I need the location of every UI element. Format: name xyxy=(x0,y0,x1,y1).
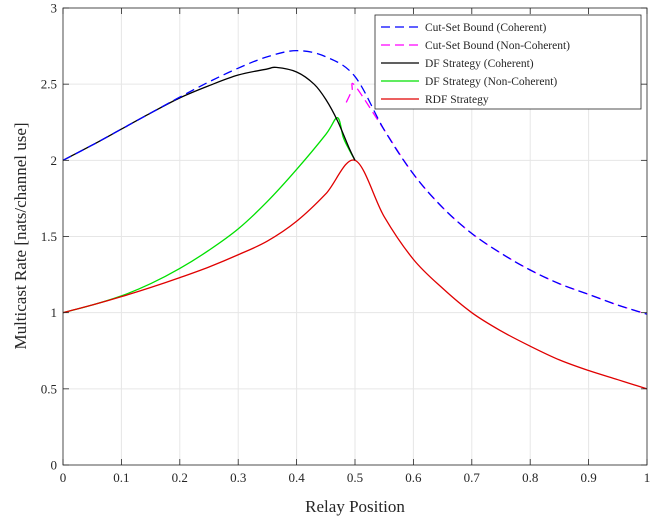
series-line-rdf-strategy xyxy=(62,159,648,390)
y-tick-label: 0 xyxy=(51,458,58,473)
x-tick-labels: 0 0.1 0.2 0.3 0.4 0.5 0.6 0.7 0.8 0.9 1 xyxy=(60,470,651,485)
x-tick-label: 0.8 xyxy=(522,470,538,485)
legend-box xyxy=(374,14,642,110)
x-tick-label: 0 xyxy=(60,470,67,485)
legend-items: Cut-Set Bound (Coherent) Cut-Set Bound (N… xyxy=(381,22,570,106)
legend-label-rdf-strategy: RDF Strategy xyxy=(425,94,489,106)
y-tick-label: 2 xyxy=(51,153,58,168)
x-tick-label: 0.9 xyxy=(580,470,596,485)
y-tick-label: 1 xyxy=(51,305,58,320)
x-tick-label: 0.1 xyxy=(113,470,129,485)
legend-label-df-strategy-coherent: DF Strategy (Coherent) xyxy=(425,58,534,70)
x-tick-label: 0.3 xyxy=(230,470,246,485)
legend-label-cut-set-bound-coherent: Cut-Set Bound (Coherent) xyxy=(425,22,547,34)
series-line-cut-set-bound-coherent xyxy=(62,50,648,315)
axis-ticks xyxy=(62,7,648,466)
y-tick-label: 0.5 xyxy=(41,381,57,396)
y-tick-label: 3 xyxy=(51,1,58,16)
series-lines xyxy=(62,50,648,390)
legend-label-df-strategy-non-coherent: DF Strategy (Non-Coherent) xyxy=(425,76,557,88)
x-tick-label: 0.6 xyxy=(405,470,422,485)
x-tick-label: 0.2 xyxy=(172,470,188,485)
y-tick-labels: 0 0.5 1 1.5 2 2.5 3 xyxy=(41,1,57,473)
x-tick-label: 0.4 xyxy=(288,470,305,485)
x-tick-label: 1 xyxy=(644,470,651,485)
series-line-df-strategy-non-coherent xyxy=(62,117,356,314)
x-tick-label: 0.5 xyxy=(347,470,363,485)
y-tick-label: 2.5 xyxy=(41,77,57,92)
legend-label-cut-set-bound-non-coherent: Cut-Set Bound (Non-Coherent) xyxy=(425,40,570,52)
y-axis-label: Multicast Rate [nats/channel use] xyxy=(11,122,30,349)
x-tick-label: 0.7 xyxy=(464,470,481,485)
legend: Cut-Set Bound (Coherent) Cut-Set Bound (N… xyxy=(374,14,642,110)
y-tick-label: 1.5 xyxy=(41,229,57,244)
x-axis-label: Relay Position xyxy=(305,497,405,516)
